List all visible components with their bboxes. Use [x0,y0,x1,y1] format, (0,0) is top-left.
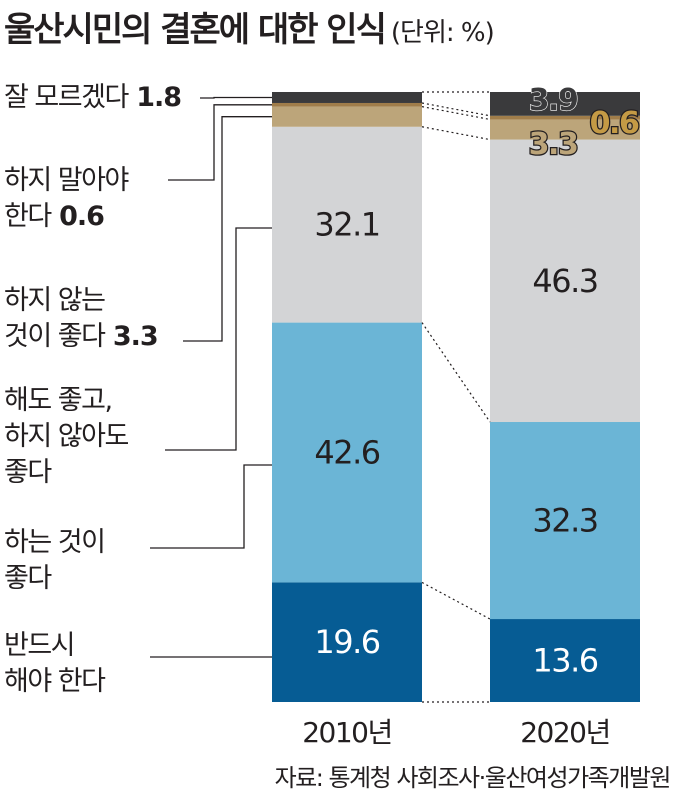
bar-segment [272,322,422,583]
unit-label: (단위: %) [390,18,495,48]
legend-label-line: 잘 모르겠다 1.8 [4,82,182,113]
chart-title: 울산시민의 결혼에 대한 인식 (단위: %) [4,2,495,51]
category-label: 2020년 [520,716,610,749]
legend-label-line: 좋다 [4,563,52,594]
chart-title-text: 울산시민의 결혼에 대한 인식 [4,10,387,50]
legend-label-line: 한다 0.6 [4,201,105,232]
legend-value: 3.3 [104,321,159,352]
bar-segment [490,115,640,120]
legend-value: 1.8 [127,82,182,113]
leader-line [168,104,272,181]
legend-label-line: 하지 않는 [4,285,106,316]
data-label: 32.3 [532,502,597,540]
bar-segment [490,139,640,423]
legend-label-line: 하는 것이 [4,527,106,558]
bar-segment [272,582,422,702]
legend-label-line: 해도 좋고, [4,385,113,416]
data-label: 13.6 [532,642,597,680]
legend-label-line: 것이 좋다 3.3 [4,321,159,352]
connector-line [421,581,491,620]
legend-label-line: 하지 않아도 [4,421,129,452]
connector-line [421,106,491,121]
bar-segment [490,119,640,140]
connector-line [421,102,491,117]
data-label: 42.6 [314,434,379,472]
legend-label: 잘 모르겠다 1.8 [4,80,182,116]
bar-segment [490,92,640,116]
source-note: 자료: 통계청 사회조사·울산여성가족개발원 [274,764,672,792]
legend-label-line: 좋다 [4,457,52,488]
leader-line [150,464,272,549]
bar-segment [272,126,422,323]
data-label: 3.3 [529,127,578,162]
legend-label-line: 반드시 [4,630,76,661]
bar-segment [490,619,640,702]
leader-line [200,96,272,99]
connector-line [421,322,491,423]
legend-value: 0.6 [50,201,105,232]
data-label: 32.1 [314,206,379,244]
bar-segment [272,92,422,103]
leader-line [183,116,272,342]
legend-label-line: 하지 말아야 [4,165,129,196]
data-label: 3.9 [529,83,578,118]
leader-line [165,227,272,451]
data-label: 46.3 [532,262,597,300]
connector-line [421,126,491,141]
bar-segment [272,106,422,127]
bar-segment [272,102,422,107]
data-label: 19.6 [314,623,379,661]
legend-label-line: 해야 한다 [4,666,106,697]
category-label: 2010년 [302,716,392,749]
data-label: 0.6 [590,106,639,141]
bar-segment [490,422,640,620]
